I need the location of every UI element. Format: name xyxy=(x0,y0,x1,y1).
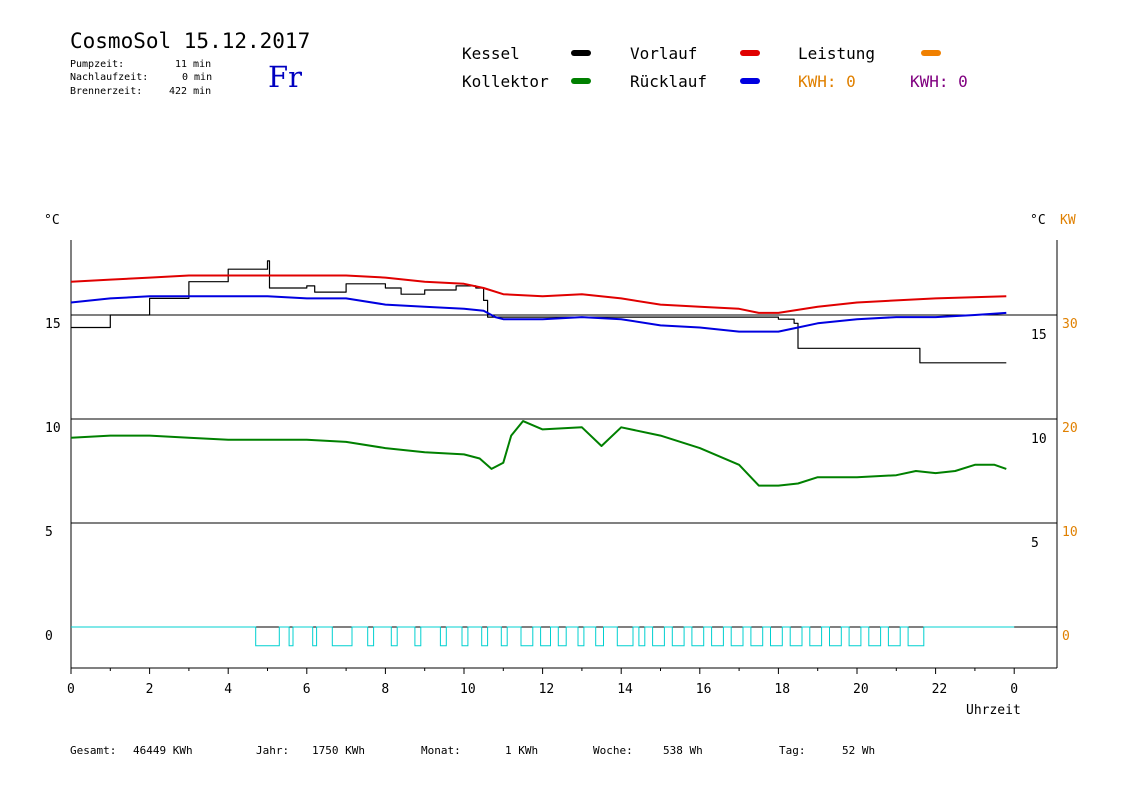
x-axis-label: Uhrzeit xyxy=(966,703,1021,718)
legend-kessel-label: Kessel xyxy=(462,44,520,63)
footer-tag-label: Tag: xyxy=(779,744,806,757)
stat-brennerzeit-value: 422 min xyxy=(169,86,212,97)
y-tick-right-c: 5 xyxy=(1031,536,1039,551)
x-tick-label: 0 xyxy=(67,682,75,697)
x-tick-label: 8 xyxy=(381,682,389,697)
x-tick-label: 4 xyxy=(224,682,232,697)
weekday-label: Fr xyxy=(268,60,302,94)
legend-ruecklauf-swatch xyxy=(740,78,760,84)
y-unit-right-kw: KW xyxy=(1060,213,1076,228)
y-unit-right-c: °C xyxy=(1030,213,1046,228)
stat-nachlaufzeit-label: Nachlaufzeit: xyxy=(70,72,149,83)
x-tick-label: 16 xyxy=(696,682,712,697)
y-tick-right-kw: 0 xyxy=(1062,629,1070,644)
legend-ruecklauf-label: Rücklauf xyxy=(630,72,708,91)
legend-vorlauf-label: Vorlauf xyxy=(630,44,698,63)
stat-brennerzeit-label: Brennerzeit: xyxy=(70,86,143,97)
y-tick-right-c: 15 xyxy=(1031,328,1047,343)
y-unit-left: °C xyxy=(44,213,60,228)
legend-kessel-swatch xyxy=(571,50,591,56)
series-line-kollektor xyxy=(70,420,1007,487)
x-tick-label: 20 xyxy=(853,682,869,697)
stat-pumpzeit-value: 11 min xyxy=(175,59,212,70)
stat-nachlaufzeit-value: 0 min xyxy=(182,72,213,83)
x-tick-label: 12 xyxy=(539,682,555,697)
x-tick-label: 14 xyxy=(617,682,633,697)
footer-jahr-value: 1750 KWh xyxy=(312,744,365,757)
footer-woche-value: 538 Wh xyxy=(663,744,703,757)
burner-pulse-path xyxy=(71,626,1015,647)
y-tick-right-kw: 30 xyxy=(1062,317,1078,332)
x-tick-label: 10 xyxy=(460,682,476,697)
legend-kollektor-label: Kollektor xyxy=(462,72,549,91)
footer-gesamt-label: Gesamt: xyxy=(70,744,117,757)
chart-title: CosmoSol 15.12.2017 xyxy=(70,29,311,53)
y-tick-left: 5 xyxy=(45,525,53,540)
y-tick-right-c: 10 xyxy=(1031,432,1047,447)
series-line-vorlauf xyxy=(70,274,1007,314)
x-tick-label: 0 xyxy=(1010,682,1018,697)
x-tick-label: 18 xyxy=(774,682,790,697)
y-tick-right-kw: 10 xyxy=(1062,525,1078,540)
legend-leistung-label: Leistung xyxy=(798,44,876,63)
footer-gesamt-value: 46449 KWh xyxy=(133,744,193,757)
legend-kollektor-swatch xyxy=(571,78,591,84)
x-tick-label: 22 xyxy=(932,682,948,697)
y-tick-left: 15 xyxy=(45,317,61,332)
kwh-orange-label: KWH: 0 xyxy=(798,72,856,91)
y-tick-left: 0 xyxy=(45,629,53,644)
footer-monat-label: Monat: xyxy=(421,744,461,757)
y-tick-right-kw: 20 xyxy=(1062,421,1078,436)
legend-leistung-swatch xyxy=(921,50,941,56)
footer-woche-label: Woche: xyxy=(593,744,633,757)
legend-vorlauf-swatch xyxy=(740,50,760,56)
footer-tag-value: 52 Wh xyxy=(842,744,876,757)
y-tick-left: 10 xyxy=(45,421,61,436)
series-line-ruecklauf xyxy=(70,295,1007,333)
footer-monat-value: 1 KWh xyxy=(505,744,539,757)
x-tick-label: 6 xyxy=(303,682,311,697)
x-tick-label: 2 xyxy=(146,682,154,697)
footer-jahr-label: Jahr: xyxy=(256,744,290,757)
stat-pumpzeit-label: Pumpzeit: xyxy=(70,59,125,70)
burner-activity-trace xyxy=(71,626,1015,647)
series-line-kessel xyxy=(71,260,1007,364)
kwh-purple-label: KWH: 0 xyxy=(910,72,968,91)
